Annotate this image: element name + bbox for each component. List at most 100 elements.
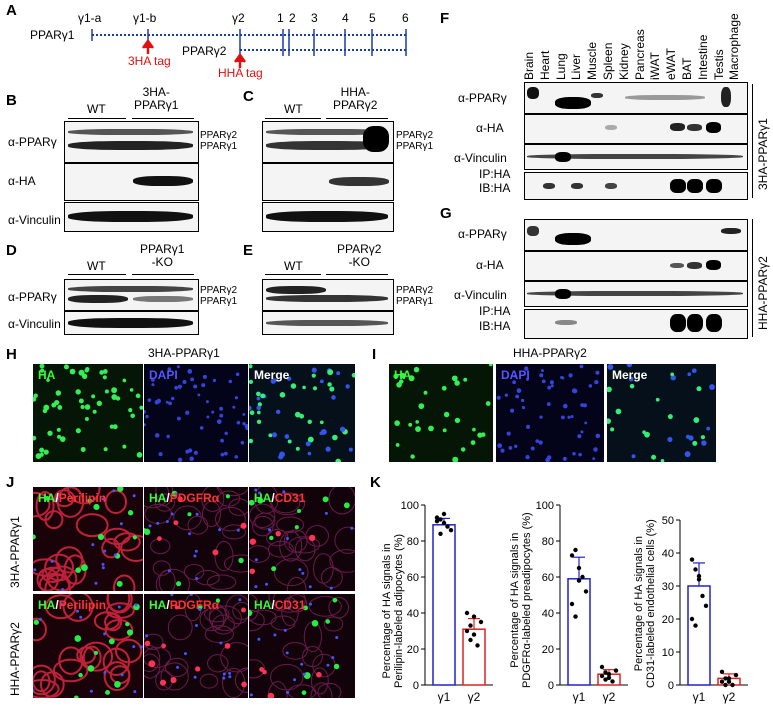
ip-label: IP:HA — [479, 304, 511, 318]
data-point — [726, 676, 732, 681]
row-label: 3HA-PPARγ1 — [8, 516, 22, 588]
group-label: HHA- PPARγ2 — [333, 85, 378, 113]
western-blot — [64, 279, 199, 311]
x-tick-label: γ1 — [693, 690, 706, 704]
data-point — [569, 601, 575, 607]
data-point — [580, 574, 585, 580]
tissue-label: eWAT — [664, 48, 679, 80]
group-label: PPARγ1 -KO — [140, 242, 185, 270]
group-bracket — [752, 219, 753, 337]
exon-label: 1 — [277, 11, 284, 25]
side-label: 3HA-PPARγ1 — [756, 118, 770, 190]
data-point — [719, 679, 725, 684]
y-tick-label: 0 — [668, 680, 674, 692]
panel-label-e: E — [243, 242, 254, 259]
western-blot — [524, 309, 748, 339]
micrograph-cd31: HA/CD31 — [249, 594, 355, 698]
bar — [432, 524, 456, 686]
wt-label: WT — [284, 102, 303, 116]
micrograph-title: HHA-PPARγ2 — [513, 346, 587, 360]
data-point — [689, 557, 695, 562]
micrograph-dapi: DAPI — [496, 364, 604, 462]
antibody-label: α-PPARγ — [8, 290, 57, 304]
y-tick-label: 60 — [542, 572, 554, 584]
panel-label-f: F — [440, 10, 450, 27]
y-tick-label: 0 — [548, 680, 554, 692]
data-point — [693, 567, 698, 572]
data-point — [719, 669, 725, 674]
data-point — [599, 673, 605, 679]
data-point — [723, 682, 728, 688]
micrograph-title: 3HA-PPARγ1 — [148, 346, 220, 360]
data-point — [438, 517, 443, 522]
y-tick-label: 100 — [401, 500, 419, 512]
ib-label: IB:HA — [479, 181, 511, 195]
data-point — [696, 577, 702, 582]
bar — [462, 628, 486, 686]
micrograph-dapi: DAPI — [144, 364, 248, 462]
y-tick-label: 10 — [662, 647, 674, 659]
isoform-label: PPARγ2 — [396, 130, 434, 141]
data-point — [475, 643, 480, 648]
data-point — [703, 603, 709, 608]
western-blot — [64, 163, 199, 201]
exon-label: γ2 — [232, 11, 245, 25]
isoform-label: PPARγ1 — [200, 141, 238, 152]
y-tick-label: 20 — [662, 614, 674, 626]
x-tick-label: γ2 — [723, 690, 736, 704]
tissue-label: Kidney — [616, 43, 631, 80]
antibody-label: α-Vinculin — [454, 151, 507, 165]
isoform-label: PPARγ1 — [200, 296, 238, 307]
group-underline — [326, 118, 388, 119]
gene1-label: PPARγ1 — [30, 28, 75, 42]
gene2-label: PPARγ2 — [182, 44, 227, 58]
antibody-label: α-Vinculin — [454, 288, 507, 302]
wt-label: WT — [87, 259, 106, 273]
data-point — [576, 565, 582, 571]
group-underline — [132, 274, 194, 275]
exon-label: 4 — [342, 11, 349, 25]
isoform-label: PPARγ1 — [396, 296, 434, 307]
panel-label-h: H — [6, 346, 17, 363]
data-point — [464, 628, 470, 634]
group-underline — [68, 118, 126, 119]
data-point — [573, 547, 578, 553]
antibody-label: α-PPARγ — [8, 135, 57, 149]
data-point — [730, 682, 735, 688]
tissue-label: Macrophage — [727, 13, 742, 80]
western-blot — [262, 121, 394, 163]
bar-charts: 0 20 40 60 80 100 γ1 γ2 0 20 40 60 80 100 γ1 γ2 0 10 20 30 4… — [401, 500, 748, 704]
antibody-label: α-Vinculin — [8, 213, 61, 227]
western-blot — [64, 121, 199, 163]
micrograph-merge: Merge — [607, 364, 716, 462]
ib-label: IB:HA — [479, 319, 511, 333]
group-underline — [326, 274, 388, 275]
isoform-label: PPARγ2 — [396, 285, 434, 296]
micrograph-ha: HA — [33, 364, 143, 462]
isoform-label: PPARγ2 — [200, 285, 238, 296]
panel-label-j: J — [6, 474, 15, 491]
x-tick-label: γ1 — [438, 690, 451, 704]
panel-label-a: A — [6, 2, 17, 19]
data-point — [573, 614, 578, 619]
y-tick-label: 20 — [407, 644, 419, 656]
data-point — [445, 524, 450, 529]
antibody-label: α-PPARγ — [458, 91, 507, 105]
panel-label-g: G — [440, 205, 452, 222]
panel-label-b: B — [6, 92, 17, 109]
ip-label: IP:HA — [479, 167, 511, 181]
y-tick-label: 50 — [662, 515, 674, 527]
micrograph-cd31: HA/CD31 — [249, 487, 355, 591]
data-point — [569, 553, 575, 558]
panel-label-i: I — [372, 346, 377, 363]
tissue-label: Spleen — [601, 42, 615, 80]
data-point — [468, 637, 473, 643]
side-label: HHA-PPARγ2 — [756, 256, 770, 330]
data-point — [603, 677, 608, 682]
data-point — [606, 675, 612, 680]
tissue-label: Lung — [553, 53, 568, 80]
micrograph-ha: HA — [389, 364, 493, 462]
micrograph-perilipin: HA/Perilipin — [33, 594, 143, 698]
y-tick-label: 0 — [413, 680, 419, 692]
data-point — [733, 672, 739, 678]
